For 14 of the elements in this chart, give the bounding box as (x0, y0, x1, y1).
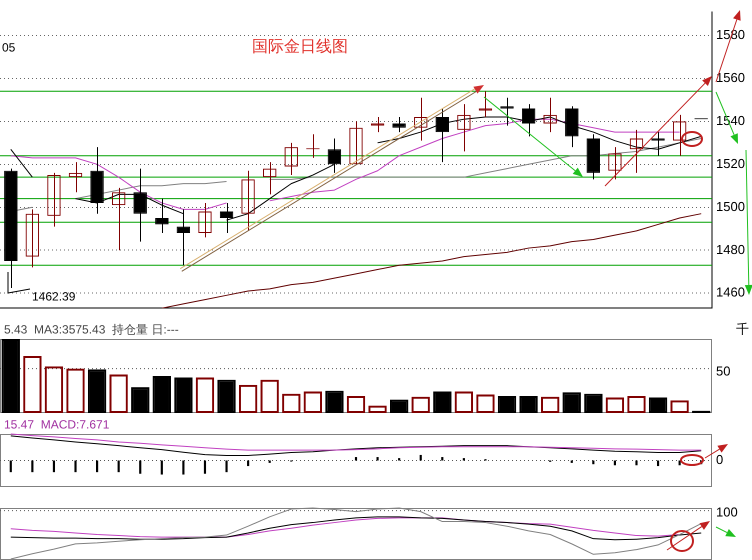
chart-title: 15.47 MACD:7.671 (4, 417, 110, 432)
y-tick-label: 1560 (716, 70, 745, 85)
y-axis-title: 千 (736, 322, 749, 337)
annotation: 05 (2, 40, 16, 54)
annotation: 1462.39 (32, 289, 76, 304)
y-tick-label: 1500 (716, 198, 745, 214)
text: 50 (716, 364, 730, 379)
y-tick-label: 1460 (716, 284, 745, 300)
chart-title: 5.43 MA3:3575.43 持仓量 日:--- (4, 322, 179, 336)
y-tick-label: 1480 (716, 242, 745, 257)
text: 100 (716, 504, 738, 520)
y-tick-label: 1520 (716, 156, 745, 171)
ref-line-label: 0 (716, 452, 724, 468)
text: 国际金日线图 (252, 37, 348, 56)
